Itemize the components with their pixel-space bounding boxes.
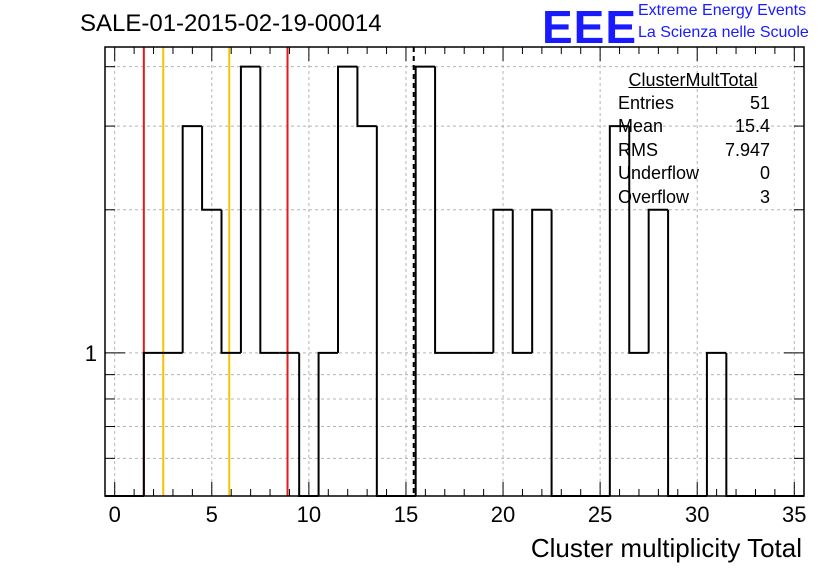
logo-line-2: La Scienza nelle Scuole [638,24,809,41]
histogram-bin [317,351,338,496]
x-tick-label: 5 [206,502,218,527]
x-tick-label: 25 [588,502,612,527]
histogram-bin [647,208,669,353]
x-tick-label: 15 [394,502,418,527]
histogram-bin [434,66,455,354]
stats-label: Mean [618,116,664,137]
stats-label: Overflow [618,186,690,207]
stats-value: 51 [749,93,770,113]
y-tick-label: 1 [85,341,97,366]
stats-row-entries: Entries 51 [608,92,778,115]
stats-value: 3 [759,186,770,207]
chart-title: SALE-01-2015-02-19-00014 [80,10,382,37]
stats-row-mean: Mean 15.4 [608,115,778,138]
tick-label-layer: 0 5 10 15 20 25 30 35 1 [85,341,807,527]
x-tick-label: 10 [297,502,321,527]
stats-row-overflow: Overflow 3 [608,186,778,209]
histogram-bin [492,208,513,353]
histogram-bin [142,351,164,496]
histogram-bin [375,126,397,497]
x-tick-label: 0 [109,502,121,527]
stats-row-rms: RMS 7.947 [608,139,778,162]
histogram-bin [201,126,222,211]
histogram-bin [220,209,241,354]
x-tick-label: 35 [782,502,806,527]
histogram-bin [181,125,203,353]
stats-value: 0 [759,163,770,184]
histogram-bin [511,209,533,354]
histogram-bin [337,65,358,353]
histogram-bin [628,126,649,354]
marker-layer [142,47,415,496]
x-tick-label: 30 [685,502,709,527]
histogram-bin [531,208,552,353]
stats-row-underflow: Underflow 0 [608,162,778,185]
stats-value: 7.947 [724,139,770,160]
logo-mark: EEE [542,1,638,53]
stats-label: Entries [618,93,675,113]
plot-frame [104,46,805,497]
histogram-bin [356,66,377,128]
histogram-bin [259,66,280,354]
stats-label: Underflow [618,163,700,184]
histogram-bin [414,65,436,496]
x-axis-label: Cluster multiplicity Total [530,533,802,563]
stats-box: ClusterMultTotal Entries 51 Mean 15.4 RM… [608,70,778,209]
histogram-bin [705,351,727,496]
tick-layer [105,47,804,497]
stats-value: 15.4 [734,116,770,137]
x-tick-label: 20 [491,502,515,527]
histogram-bin [239,65,261,353]
stats-box-title: ClusterMultTotal [628,70,758,90]
histogram-bin [608,125,630,496]
stats-label: RMS [618,139,658,160]
logo-line-1: Extreme Energy Events [638,2,807,19]
